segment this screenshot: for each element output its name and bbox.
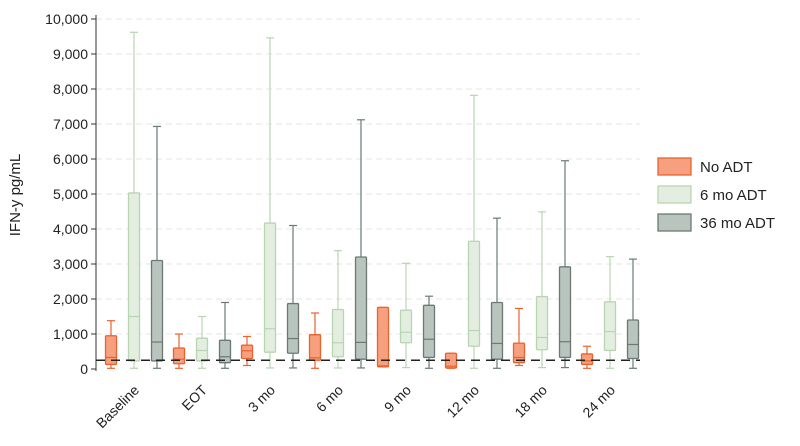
box-iqr [308, 334, 322, 361]
y-tick-label: 0 [80, 361, 88, 377]
x-tick-label: Baseline [93, 382, 142, 431]
y-tick-label: 3,000 [53, 256, 88, 272]
legend: No ADT 6 mo ADT 36 mo ADT [657, 157, 775, 232]
box-iqr [399, 309, 413, 344]
x-tick-label: EOT [178, 381, 210, 413]
box-6-mo-adt [195, 315, 209, 369]
legend-swatch [657, 213, 692, 232]
x-tick-label: 6 mo [313, 382, 346, 415]
box-iqr [580, 353, 594, 366]
y-tick-label: 8,000 [53, 81, 88, 97]
box-36-mo-adt [354, 119, 368, 369]
box-6-mo-adt [127, 31, 141, 369]
box-no-adt [240, 335, 254, 367]
box-iqr [354, 256, 368, 360]
box-iqr [535, 295, 549, 351]
box-iqr [603, 301, 617, 352]
box-iqr [626, 319, 640, 360]
x-tick-label: 24 mo [579, 382, 618, 421]
y-axis: 0 1,000 2,000 3,000 4,000 5,000 6,000 7,000 8,00… [45, 11, 97, 377]
legend-item: No ADT [657, 157, 753, 176]
box-36-mo-adt [626, 258, 640, 369]
box-no-adt [376, 306, 390, 368]
legend-item: 6 mo ADT [657, 185, 767, 204]
box-no-adt [104, 320, 118, 369]
box-6-mo-adt [331, 250, 345, 369]
box-6-mo-adt [467, 94, 481, 369]
box-no-adt [172, 333, 186, 369]
box-iqr [127, 192, 141, 362]
box-36-mo-adt [422, 295, 436, 369]
y-tick-label: 5,000 [53, 186, 88, 202]
legend-label: 6 mo ADT [700, 187, 767, 204]
box-6-mo-adt [603, 256, 617, 369]
box-36-mo-adt [490, 217, 504, 369]
box-iqr [218, 339, 232, 364]
legend-swatch [657, 157, 692, 176]
box-iqr [490, 301, 504, 360]
box-no-adt [512, 307, 526, 367]
box-no-adt [308, 312, 322, 369]
box-36-mo-adt [218, 301, 232, 369]
box-iqr [467, 240, 481, 347]
legend-swatch [657, 185, 692, 204]
y-tick-label: 7,000 [53, 116, 88, 132]
x-tick-label: 12 mo [443, 382, 482, 421]
box-36-mo-adt [150, 125, 164, 369]
box-series [104, 31, 640, 369]
box-6-mo-adt [535, 211, 549, 369]
legend-item: 36 mo ADT [657, 213, 775, 232]
x-tick-label: 3 mo [245, 382, 278, 415]
y-tick-label: 4,000 [53, 221, 88, 237]
x-axis-labels: Baseline EOT 3 mo 6 mo 9 mo 12 mo 18 mo 24 mo [93, 381, 618, 431]
box-iqr [240, 344, 254, 360]
box-iqr [263, 222, 277, 353]
legend-label: 36 mo ADT [700, 215, 775, 232]
box-36-mo-adt [286, 224, 300, 369]
box-iqr [150, 259, 164, 362]
box-iqr [195, 337, 209, 362]
y-tick-label: 6,000 [53, 151, 88, 167]
box-iqr [331, 308, 345, 358]
box-iqr [286, 302, 300, 354]
x-tick-label: 18 mo [511, 382, 550, 421]
box-iqr [172, 347, 186, 365]
box-36-mo-adt [558, 160, 572, 369]
y-tick-label: 2,000 [53, 291, 88, 307]
gridlines [96, 18, 640, 335]
x-tick-label: 9 mo [381, 382, 414, 415]
y-tick-label: 9,000 [53, 46, 88, 62]
box-iqr [422, 304, 436, 359]
y-tick-label: 10,000 [45, 11, 88, 27]
legend-label: No ADT [700, 159, 753, 176]
box-no-adt [580, 345, 594, 369]
box-iqr [558, 266, 572, 359]
y-axis-title: IFN-y pg/mL [7, 154, 24, 237]
box-6-mo-adt [399, 262, 413, 369]
y-tick-label: 1,000 [53, 326, 88, 342]
box-6-mo-adt [263, 37, 277, 369]
box-iqr [376, 306, 390, 368]
